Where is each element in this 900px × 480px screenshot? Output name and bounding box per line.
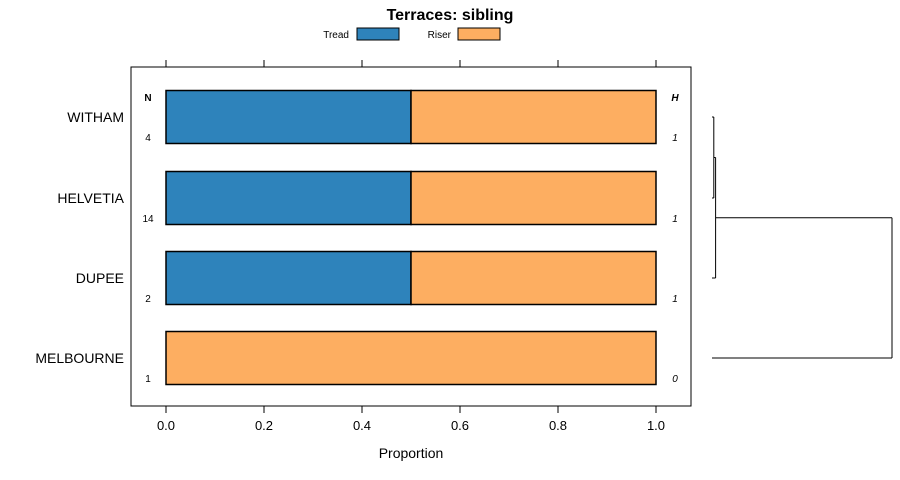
bar-witham-riser bbox=[410, 89, 657, 145]
legend: Tread Riser bbox=[323, 27, 501, 41]
bar-helvetia-tread bbox=[165, 170, 412, 226]
bar-melbourne-riser bbox=[165, 330, 657, 386]
bars bbox=[165, 89, 657, 386]
n-header: N bbox=[144, 93, 151, 104]
legend-swatch-riser bbox=[457, 27, 501, 41]
dendrogram bbox=[712, 116, 893, 359]
plot-frame bbox=[130, 66, 692, 407]
category-label-helvetia: HELVETIA bbox=[57, 190, 124, 206]
bar-witham-tread bbox=[165, 89, 412, 145]
x-axis-title: Proportion bbox=[379, 445, 444, 461]
h-value: 1 bbox=[672, 133, 678, 144]
x-tick-label: 1.0 bbox=[647, 418, 665, 433]
top-axis-ticks bbox=[165, 60, 657, 67]
legend-label-riser: Riser bbox=[428, 30, 452, 41]
h-value: 0 bbox=[672, 374, 678, 385]
x-tick-label: 0.8 bbox=[549, 418, 567, 433]
x-tick-label: 0.6 bbox=[451, 418, 469, 433]
bar-helvetia-riser bbox=[410, 170, 657, 226]
n-column: N 4 14 2 1 bbox=[142, 93, 154, 385]
n-value: 4 bbox=[145, 133, 151, 144]
x-tick-label: 0.2 bbox=[255, 418, 273, 433]
h-value: 1 bbox=[672, 214, 678, 225]
category-label-melbourne: MELBOURNE bbox=[35, 350, 124, 366]
category-labels: WITHAM HELVETIA DUPEE MELBOURNE bbox=[35, 109, 124, 366]
x-tick-label: 0.0 bbox=[157, 418, 175, 433]
h-column: H 1 1 1 0 bbox=[671, 93, 679, 385]
bar-dupee-riser bbox=[410, 250, 657, 306]
category-label-witham: WITHAM bbox=[67, 109, 124, 125]
n-value: 1 bbox=[145, 374, 151, 385]
bar-dupee-tread bbox=[165, 250, 412, 306]
x-tick-label: 0.4 bbox=[353, 418, 371, 433]
legend-swatch-tread bbox=[356, 27, 400, 41]
h-header: H bbox=[671, 93, 679, 104]
x-axis: 0.0 0.2 0.4 0.6 0.8 1.0 bbox=[157, 406, 665, 433]
legend-label-tread: Tread bbox=[323, 30, 349, 41]
h-value: 1 bbox=[672, 294, 678, 305]
n-value: 14 bbox=[142, 214, 154, 225]
category-label-dupee: DUPEE bbox=[76, 270, 124, 286]
n-value: 2 bbox=[145, 294, 151, 305]
chart-title: Terraces: sibling bbox=[387, 7, 514, 24]
